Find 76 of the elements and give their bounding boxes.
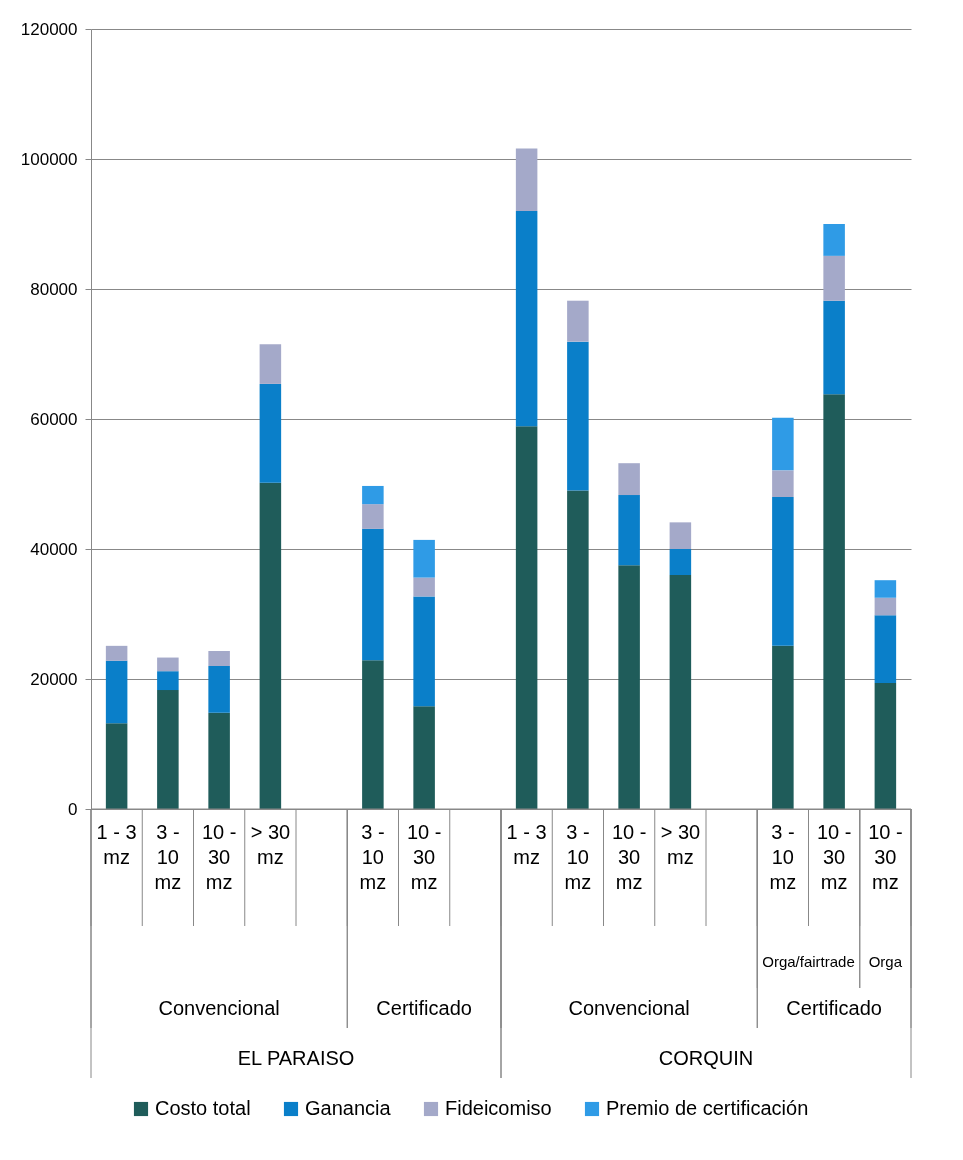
bar [874, 580, 897, 598]
x-tick-label: 1 - 3 mz [96, 821, 137, 868]
bar [157, 671, 179, 691]
x-tick-label: 3 - 10 mz [564, 821, 592, 893]
bar [362, 660, 384, 809]
bar [362, 504, 384, 529]
bar [669, 522, 692, 549]
text: Orga/fairtrade [762, 953, 855, 970]
bar [618, 565, 640, 809]
y-tick-label: 0 [68, 799, 78, 819]
x-tick-label: 3 - 10 mz [154, 821, 182, 893]
y-tick-label: 80000 [30, 279, 78, 299]
text: EL PARAISO [237, 1047, 355, 1069]
bar [669, 549, 692, 575]
text: Orga [868, 953, 903, 970]
text: CORQUIN [658, 1047, 754, 1069]
bar [259, 482, 282, 809]
bar [208, 651, 230, 666]
bar [772, 417, 794, 471]
bar [413, 706, 435, 809]
bar [515, 148, 538, 211]
x-tick-label: 3 - 10 mz [769, 821, 797, 893]
x-tick-label: 10 - 30 mz [406, 821, 442, 893]
bar [823, 255, 845, 301]
y-tick-label: 120000 [20, 19, 78, 39]
y-tick-label: 40000 [30, 539, 78, 559]
bar [567, 300, 589, 342]
bar [208, 666, 230, 713]
bar [515, 211, 538, 427]
text: Convencional [568, 997, 690, 1019]
bar [874, 615, 897, 683]
bar [157, 657, 179, 672]
bar [823, 300, 845, 395]
bar [515, 426, 538, 809]
bar [567, 341, 589, 491]
x-tick-label: 1 - 3 mz [506, 821, 547, 868]
bar [362, 528, 384, 661]
bar [772, 497, 794, 646]
legend-label: Premio de certificación [606, 1097, 809, 1119]
y-tick-label: 20000 [30, 669, 78, 689]
y-tick-label: 60000 [30, 409, 78, 429]
bar [618, 495, 640, 566]
bar [823, 394, 845, 809]
bar [413, 596, 435, 707]
y-tick-label: 100000 [20, 149, 78, 169]
bar [874, 597, 897, 616]
x-tick-label: > 30 mz [660, 821, 701, 868]
bar [157, 690, 179, 809]
text: Certificado [376, 997, 472, 1019]
bar [105, 723, 128, 809]
bar [669, 575, 692, 809]
bar [772, 645, 794, 809]
x-tick-label: 10 - 30 mz [611, 821, 647, 893]
bar [413, 539, 435, 578]
bar [208, 712, 230, 809]
bar [259, 383, 282, 483]
x-tick-label: 10 - 30 mz [816, 821, 852, 893]
bar [618, 463, 640, 496]
bar [413, 577, 435, 597]
bar [362, 485, 384, 505]
bar [874, 682, 897, 809]
text: Convencional [158, 997, 280, 1019]
x-tick-label: 3 - 10 mz [359, 821, 387, 893]
legend-label: Costo total [155, 1097, 251, 1119]
legend-label: Ganancia [305, 1097, 392, 1119]
x-tick-label: 10 - 30 mz [201, 821, 237, 893]
bar [105, 660, 128, 724]
bar [772, 470, 794, 497]
x-tick-label: 10 - 30 mz [868, 821, 903, 893]
x-tick-label: > 30 mz [250, 821, 291, 868]
bar [259, 344, 282, 384]
text: Certificado [786, 997, 882, 1019]
bar [567, 490, 589, 809]
legend-label: Fideicomiso [445, 1097, 552, 1119]
bar [105, 645, 128, 661]
bar [823, 224, 845, 256]
